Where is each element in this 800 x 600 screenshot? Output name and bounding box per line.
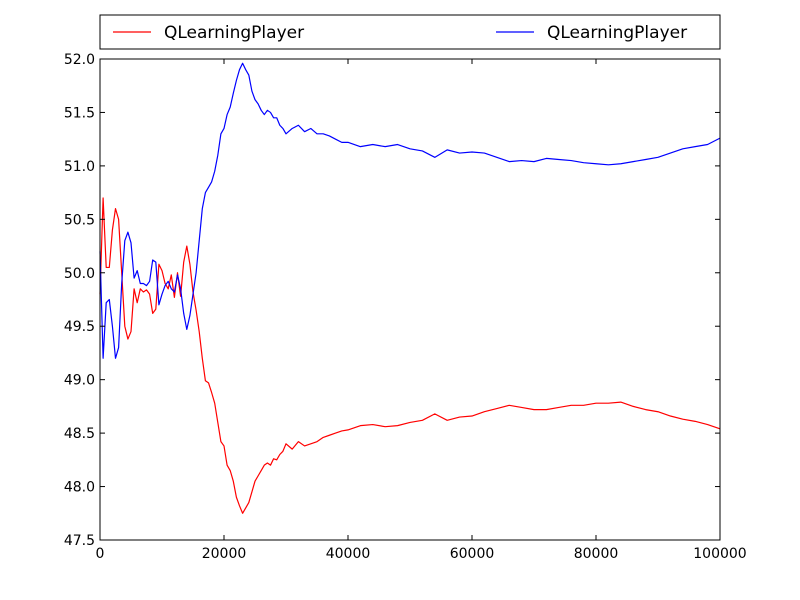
- tick-layer: 0 20000 40000 60000 80000 100000 47.5 48.0 48.5 4…: [64, 52, 747, 562]
- y-tick-label: 48.0: [64, 480, 95, 496]
- series-line-2: [99, 62, 721, 359]
- x-tick-label: 0: [96, 546, 105, 562]
- series-line-1: [99, 197, 721, 514]
- x-tick-label: 40000: [326, 546, 371, 562]
- y-tick-label: 51.0: [64, 159, 95, 175]
- legend: QLearningPlayer QLearningPlayer: [99, 14, 721, 50]
- legend-label-2: QLearningPlayer: [547, 23, 687, 43]
- y-tick-label: 49.0: [64, 373, 95, 389]
- x-tick-label: 60000: [450, 546, 495, 562]
- x-tick-label: 80000: [574, 546, 619, 562]
- series-layer: [99, 62, 721, 514]
- y-tick-label: 47.5: [64, 533, 95, 549]
- plot-frame: [99, 58, 721, 541]
- x-tick-label: 20000: [202, 546, 247, 562]
- y-tick-label: 48.5: [64, 426, 95, 442]
- y-tick-label: 50.5: [64, 212, 95, 228]
- legend-box: [99, 14, 721, 50]
- y-tick-label: 52.0: [64, 52, 95, 68]
- legend-label-1: QLearningPlayer: [164, 23, 304, 43]
- x-tick-label: 100000: [693, 546, 746, 562]
- y-tick-label: 51.5: [64, 105, 95, 121]
- y-tick-label: 50.0: [64, 266, 95, 282]
- y-tick-label: 49.5: [64, 319, 95, 335]
